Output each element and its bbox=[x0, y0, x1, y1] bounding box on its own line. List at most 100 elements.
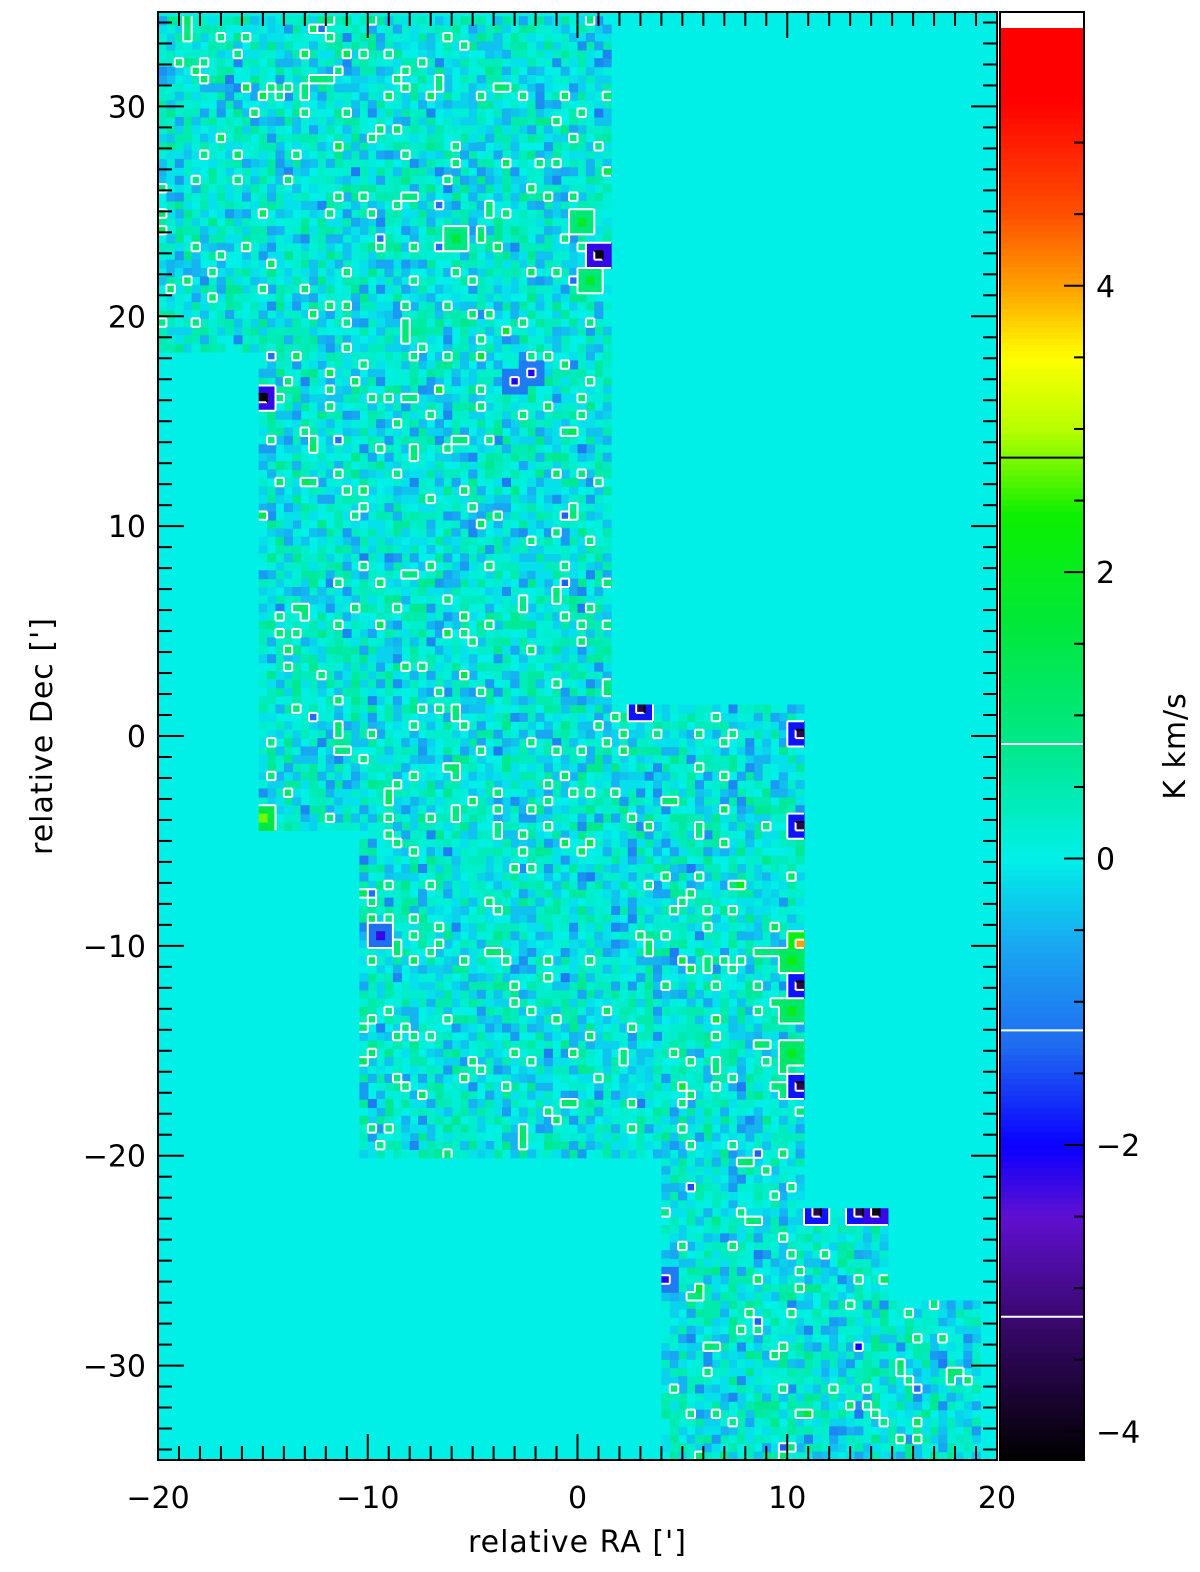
colorbar-band bbox=[1000, 1197, 1084, 1205]
colorbar-band bbox=[1000, 1018, 1084, 1026]
map-pixel-group bbox=[795, 939, 805, 949]
colorbar-band bbox=[1000, 1424, 1084, 1431]
colorbar-band bbox=[1000, 123, 1084, 131]
colorbar-band bbox=[1000, 153, 1084, 160]
colorbar-band bbox=[1000, 1215, 1084, 1222]
colorbar-band bbox=[1000, 1418, 1084, 1425]
colorbar-band bbox=[1000, 278, 1084, 286]
colorbar-band bbox=[1000, 81, 1084, 89]
colorbar-band bbox=[1000, 720, 1084, 727]
colorbar-band bbox=[1000, 911, 1084, 918]
colorbar-band bbox=[1000, 606, 1084, 614]
colorbar: −4 −2 0 2 4 bbox=[999, 11, 1140, 1461]
colorbar-band bbox=[1000, 415, 1084, 423]
colorbar-band bbox=[1000, 696, 1084, 703]
colorbar-band bbox=[1000, 702, 1084, 709]
colorbar-band bbox=[1000, 517, 1084, 524]
colorbar-band bbox=[1000, 797, 1084, 805]
colorbar-band bbox=[1000, 1161, 1084, 1169]
colorbar-band bbox=[1000, 218, 1084, 226]
colorbar-band bbox=[1000, 1096, 1084, 1103]
plot-area bbox=[157, 11, 998, 1461]
map-pixel-group bbox=[158, 16, 981, 1461]
colorbar-band bbox=[1000, 1412, 1084, 1419]
colorbar-band bbox=[1000, 1388, 1084, 1395]
y-tick-label: −30 bbox=[83, 1350, 146, 1385]
colorbar-band bbox=[1000, 159, 1084, 166]
colorbar-band bbox=[1000, 1036, 1084, 1043]
colorbar-band bbox=[1000, 618, 1084, 626]
colorbar-band bbox=[1000, 266, 1084, 274]
colorbar-band bbox=[1000, 493, 1084, 500]
colorbar-band bbox=[1000, 1030, 1084, 1037]
colorbar-band bbox=[1000, 1137, 1084, 1145]
colorbar-tick-label: 0 bbox=[1096, 843, 1115, 878]
y-tick-label: 30 bbox=[108, 90, 146, 125]
colorbar-band bbox=[1000, 1448, 1084, 1455]
colorbar-band bbox=[1000, 851, 1084, 858]
colorbar-band bbox=[1000, 988, 1084, 996]
y-tick-label: −10 bbox=[83, 930, 146, 965]
colorbar-band bbox=[1000, 1125, 1084, 1133]
x-tick-label: 10 bbox=[768, 1481, 806, 1516]
x-tick-label: −10 bbox=[336, 1481, 399, 1516]
colorbar-band bbox=[1000, 99, 1084, 107]
colorbar-band bbox=[1000, 320, 1084, 327]
colorbar-band bbox=[1000, 45, 1084, 53]
x-tick-label: 20 bbox=[978, 1481, 1016, 1516]
colorbar-band bbox=[1000, 421, 1084, 429]
map-pixel-group bbox=[627, 704, 864, 1226]
colorbar-band bbox=[1000, 917, 1084, 924]
colorbar-band bbox=[1000, 57, 1084, 65]
colorbar-band bbox=[1000, 33, 1084, 41]
colorbar-band bbox=[1000, 582, 1084, 590]
colorbar-band bbox=[1000, 1257, 1084, 1264]
colorbar-band bbox=[1000, 1442, 1084, 1449]
colorbar-band bbox=[1000, 1072, 1084, 1079]
map-pixel-group bbox=[854, 1342, 864, 1352]
colorbar-band bbox=[1000, 511, 1084, 518]
colorbar-band bbox=[1000, 380, 1084, 387]
colorbar-band bbox=[1000, 559, 1084, 566]
colorbar-band bbox=[1000, 547, 1084, 554]
colorbar-band bbox=[1000, 230, 1084, 238]
colorbar-band bbox=[1000, 1173, 1084, 1181]
map-pixel-group bbox=[787, 1006, 797, 1016]
colorbar-band bbox=[1000, 183, 1084, 190]
colorbar-band bbox=[1000, 1179, 1084, 1187]
colorbar-band bbox=[1000, 1370, 1084, 1378]
colorbar-band bbox=[1000, 469, 1084, 477]
colorbar-band bbox=[1000, 1406, 1084, 1413]
colorbar-band bbox=[1000, 248, 1084, 256]
colorbar-band bbox=[1000, 821, 1084, 829]
colorbar-band bbox=[1000, 588, 1084, 596]
colorbar-band bbox=[1000, 565, 1084, 572]
colorbar-band bbox=[1000, 1340, 1084, 1348]
colorbar-contour-lines bbox=[1000, 456, 1084, 1318]
colorbar-ticks bbox=[1064, 141, 1084, 1433]
colorbar-band bbox=[1000, 946, 1084, 954]
colorbar-band bbox=[1000, 648, 1084, 656]
colorbar-band bbox=[1000, 1269, 1084, 1276]
colorbar-band bbox=[1000, 141, 1084, 148]
colorbar-band bbox=[1000, 350, 1084, 357]
colorbar-band bbox=[1000, 958, 1084, 966]
colorbar-band bbox=[1000, 1203, 1084, 1210]
colorbar-band bbox=[1000, 708, 1084, 715]
colorbar-band bbox=[1000, 260, 1084, 268]
colorbar-band bbox=[1000, 1292, 1084, 1300]
colorbar-tick-labels: −4 −2 0 2 4 bbox=[1096, 270, 1140, 1451]
colorbar-band bbox=[1000, 923, 1084, 930]
colorbar-band bbox=[1000, 314, 1084, 321]
map-pixel-group bbox=[258, 813, 268, 823]
colorbar-band bbox=[1000, 117, 1084, 125]
colorbar-band bbox=[1000, 1310, 1084, 1318]
colorbar-band bbox=[1000, 356, 1084, 363]
colorbar-band bbox=[1000, 1167, 1084, 1175]
colorbar-band bbox=[1000, 1119, 1084, 1127]
colorbar-band bbox=[1000, 899, 1084, 906]
colorbar-band bbox=[1000, 403, 1084, 411]
colorbar-band bbox=[1000, 87, 1084, 95]
colorbar-band bbox=[1000, 272, 1084, 280]
